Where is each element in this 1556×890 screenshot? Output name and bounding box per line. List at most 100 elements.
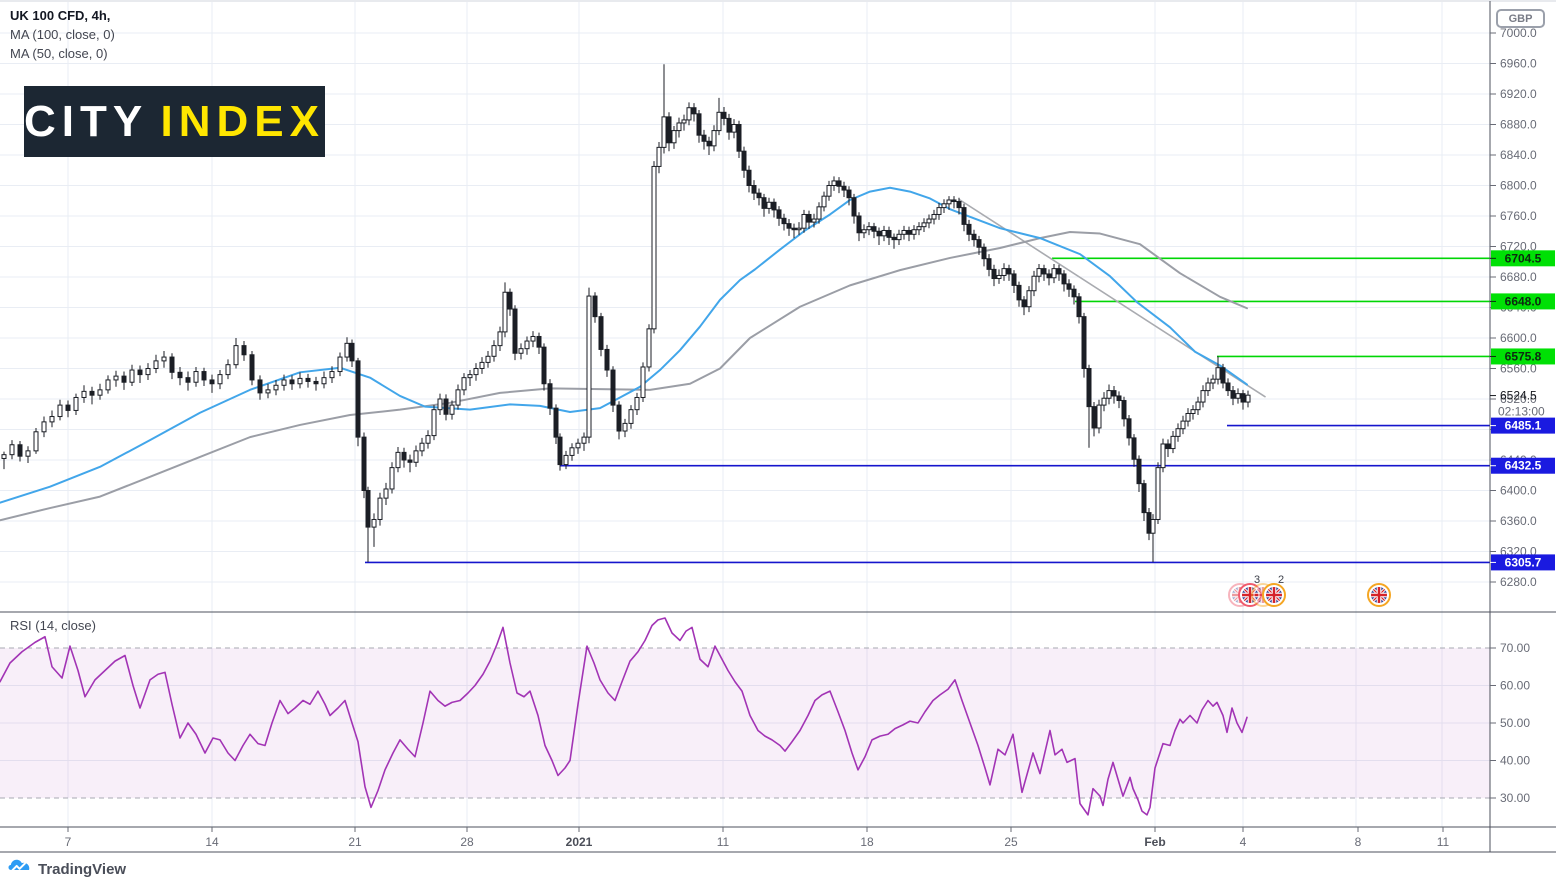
price-tick-label[interactable]: 6760.0 [1500,209,1537,223]
price-tick-label[interactable]: 6560.0 [1500,362,1537,376]
candle-body [786,223,792,229]
time-tick-label[interactable]: 25 [1004,835,1018,849]
price-tick-label[interactable]: 6400.0 [1500,484,1537,498]
candle-body [696,113,702,136]
price-tick-label[interactable]: 6800.0 [1500,179,1537,193]
rsi-legend[interactable]: RSI (14, close) [10,618,96,633]
ma50-legend[interactable]: MA (50, close, 0) [10,46,108,61]
candle-body [1011,273,1017,286]
price-tick-label[interactable]: 6360.0 [1500,514,1537,528]
candle-body [553,407,559,438]
rsi-tick-label[interactable]: 30.00 [1500,791,1530,805]
candle-body [1006,268,1012,275]
candle-body [1106,390,1112,399]
time-tick-label[interactable]: Feb [1144,835,1165,849]
candle-body [1081,316,1087,369]
candle-body [518,348,524,354]
candle-body [598,316,604,350]
event-count-badge: 2 [1278,574,1284,586]
candle-body [419,442,425,452]
candle-body [530,335,536,342]
price-tick-label[interactable]: 6520.0 [1500,392,1537,406]
candle-body [736,124,742,152]
candle-body [1190,409,1196,414]
time-tick-label[interactable]: 11 [1437,835,1450,849]
uk-flag-event-icon[interactable] [1262,583,1286,607]
price-tick-label[interactable]: 6840.0 [1500,148,1537,162]
candle-body [1240,393,1246,403]
candle-body [321,377,327,385]
candle-body [281,379,287,386]
candle-body [497,331,503,347]
candle-body [911,229,917,235]
ma100-line [0,231,1248,522]
time-tick-label[interactable]: 11 [717,835,730,849]
price-tick-label[interactable]: 6960.0 [1500,57,1537,71]
candle-body [473,368,479,376]
candle-body [826,185,832,197]
candle-body [1041,268,1047,275]
level-price-label: 6648.0 [1505,294,1542,308]
candle-body [676,122,682,132]
blue-price-label-bg [1491,417,1555,434]
candle-body [821,195,827,208]
candle-body [976,239,982,248]
time-tick-label[interactable]: 14 [205,835,219,849]
price-tick-label[interactable]: 6720.0 [1500,240,1537,254]
rsi-tick-label[interactable]: 50.00 [1500,716,1530,730]
candle-body [524,340,530,350]
price-tick-label[interactable]: 6680.0 [1500,270,1537,284]
time-tick-label[interactable]: 21 [348,835,362,849]
time-tick-label[interactable]: 4 [1240,835,1247,849]
candle-body [313,380,319,385]
candle-body [209,379,215,385]
uk-flag-event-icon[interactable] [1367,583,1391,607]
candle-body [916,226,922,231]
time-tick-label[interactable]: 28 [460,835,474,849]
symbol-title[interactable]: UK 100 CFD, 4h, [10,8,111,23]
candle-body [49,416,55,423]
candle-body [297,377,303,385]
candle-body [57,404,63,418]
candle-body [616,404,622,432]
time-tick-label[interactable]: 7 [65,835,72,849]
candle-body [9,444,15,456]
candle-body [479,361,485,369]
ma100-legend[interactable]: MA (100, close, 0) [10,27,115,42]
price-tick-label[interactable]: 7000.0 [1500,26,1537,40]
time-tick-label[interactable]: 8 [1355,835,1362,849]
candle-body [1136,458,1142,485]
candle-body [901,229,907,235]
logo-index-text: INDEX [160,96,325,146]
candle-body [1091,406,1097,429]
candle-body [941,203,947,209]
price-tick-label[interactable]: 6280.0 [1500,575,1537,589]
candle-body [1245,394,1251,403]
price-tick-label[interactable]: 6880.0 [1500,118,1537,132]
candle-body [1185,412,1191,422]
candle-body [1165,443,1171,450]
candle-body [137,369,143,376]
candle-body [866,226,872,231]
candle-body [361,436,367,491]
time-tick-label[interactable]: 18 [860,835,874,849]
rsi-tick-label[interactable]: 40.00 [1500,754,1530,768]
candle-body [691,107,697,115]
candle-body [113,375,119,381]
rsi-tick-label[interactable]: 60.00 [1500,679,1530,693]
tradingview-attribution[interactable]: TradingView [8,857,126,881]
blue-price-label-bg [1491,457,1555,474]
candle-body [1141,483,1147,514]
candle-body [581,436,587,444]
price-tick-label[interactable]: 6920.0 [1500,87,1537,101]
uk-flag-event-icon[interactable] [1238,583,1262,607]
price-tick-label[interactable]: 6600.0 [1500,331,1537,345]
candle-body [502,291,508,333]
rsi-tick-label[interactable]: 70.00 [1500,641,1530,655]
event-count-badge: 3 [1254,574,1260,586]
time-tick-label[interactable]: 2021 [566,835,593,849]
currency-badge[interactable]: GBP [1496,9,1545,28]
candle-body [726,117,732,133]
candle-body [946,199,952,205]
